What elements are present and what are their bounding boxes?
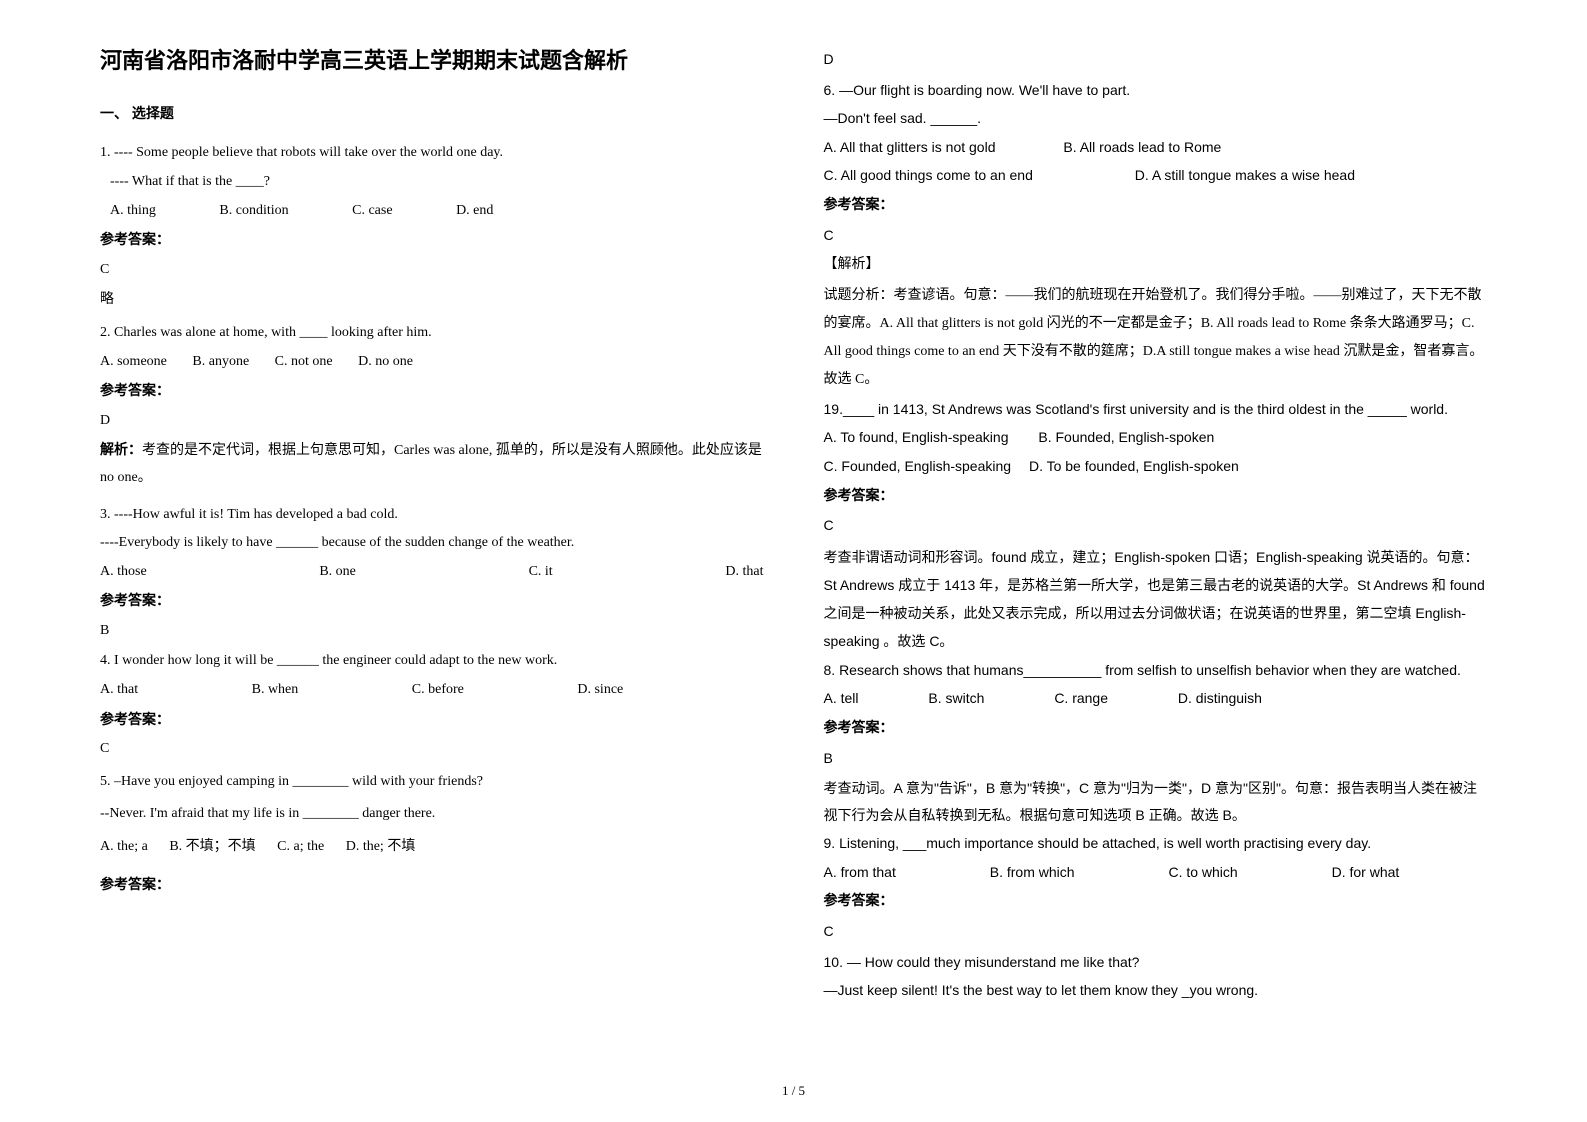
q1-line1: 1. ---- Some people believe that robots …: [100, 140, 764, 167]
q1-opt-d: D. end: [456, 198, 493, 225]
q9-opt-a: A. from that: [824, 859, 896, 886]
q1-answer: C: [100, 257, 764, 284]
two-column-layout: 河南省洛阳市洛耐中学高三英语上学期期末试题含解析 一、 选择题 1. ---- …: [0, 0, 1587, 1016]
q4-opt-a: A. that: [100, 677, 138, 704]
q8-opt-d: D. distinguish: [1178, 685, 1262, 712]
q6-line1: 6. —Our flight is boarding now. We'll ha…: [824, 77, 1488, 104]
q8-options: A. tell B. switch C. range D. distinguis…: [824, 685, 1488, 712]
q9-options: A. from that B. from which C. to which D…: [824, 859, 1488, 886]
q2-opt-a: A. someone: [100, 349, 167, 376]
q2-explain-prefix: 解析：: [100, 443, 142, 458]
q4-opt-d: D. since: [577, 677, 623, 704]
q6-options-row1: A. All that glitters is not gold B. All …: [824, 134, 1488, 161]
q9-answer: C: [824, 918, 1488, 945]
q10-line2: —Just keep silent! It's the best way to …: [824, 977, 1488, 1004]
q2-opt-d: D. no one: [358, 349, 413, 376]
q19-opt-b: B. Founded, English-spoken: [1038, 424, 1214, 451]
q1-opt-c: C. case: [352, 198, 392, 225]
q19-opt-c: C. Founded, English-speaking: [824, 453, 1012, 480]
q4-answer: C: [100, 736, 764, 763]
q6-opt-a: A. All that glitters is not gold: [824, 134, 996, 161]
q1-opt-b: B. condition: [219, 198, 288, 225]
q19-opt-d: D. To be founded, English-spoken: [1029, 453, 1239, 480]
q6-answer: C: [824, 222, 1488, 249]
q1-options: A. thing B. condition C. case D. end: [110, 198, 764, 225]
q2-explain-text: 考查的是不定代词，根据上句意思可知，Carles was alone, 孤单的，…: [100, 443, 762, 485]
q8-answer-label: 参考答案：: [824, 714, 1488, 741]
q5-opt-c: C. a; the: [277, 834, 324, 861]
q2-options: A. someone B. anyone C. not one D. no on…: [100, 349, 764, 376]
q19-analysis: 考查非谓语动词和形容词。found 成立，建立；English-spoken 口…: [824, 543, 1488, 655]
q3-line2: ----Everybody is likely to have ______ b…: [100, 530, 764, 557]
q3-options: A. those B. one C. it D. that: [100, 559, 764, 586]
q2-explain: 解析：考查的是不定代词，根据上句意思可知，Carles was alone, 孤…: [100, 438, 764, 491]
q4-answer-label: 参考答案：: [100, 706, 764, 733]
q6-line2: —Don't feel sad. ______.: [824, 105, 1488, 132]
q8-analysis: 考查动词。A 意为"告诉"，B 意为"转换"，C 意为"归为一类"，D 意为"区…: [824, 775, 1488, 828]
q2-line1: 2. Charles was alone at home, with ____ …: [100, 320, 764, 347]
q9-opt-b: B. from which: [990, 859, 1075, 886]
q19-line1: 19.____ in 1413, St Andrews was Scotland…: [824, 396, 1488, 423]
page-number: 1 / 5: [0, 1079, 1587, 1104]
q3-opt-a: A. those: [100, 559, 147, 586]
q2-answer: D: [100, 408, 764, 435]
q9-answer-label: 参考答案：: [824, 887, 1488, 914]
q5-opt-a: A. the; a: [100, 834, 148, 861]
q19-opt-a: A. To found, English-speaking: [824, 424, 1009, 451]
q19-options-row2: C. Founded, English-speaking D. To be fo…: [824, 453, 1488, 480]
q4-opt-b: B. when: [252, 677, 299, 704]
q3-opt-d: D. that: [725, 559, 763, 586]
q1-answer-label: 参考答案：: [100, 226, 764, 253]
left-column: 河南省洛阳市洛耐中学高三英语上学期期末试题含解析 一、 选择题 1. ---- …: [100, 40, 764, 1006]
q2-opt-c: C. not one: [275, 349, 333, 376]
q19-answer: C: [824, 512, 1488, 539]
q19-options-row1: A. To found, English-speaking B. Founded…: [824, 424, 1488, 451]
q3-opt-b: B. one: [319, 559, 356, 586]
q8-opt-a: A. tell: [824, 685, 859, 712]
document-title: 河南省洛阳市洛耐中学高三英语上学期期末试题含解析: [100, 40, 764, 82]
q1-opt-a: A. thing: [110, 198, 156, 225]
q6-answer-label: 参考答案：: [824, 191, 1488, 218]
q3-answer-label: 参考答案：: [100, 587, 764, 614]
q5-opt-d: D. the; 不填: [346, 834, 416, 861]
q8-opt-c: C. range: [1054, 685, 1108, 712]
q9-opt-c: C. to which: [1168, 859, 1237, 886]
q6-opt-b: B. All roads lead to Rome: [1063, 134, 1221, 161]
q6-options-row2: C. All good things come to an end D. A s…: [824, 162, 1488, 189]
q10-line1: 10. — How could they misunderstand me li…: [824, 949, 1488, 976]
q9-line1: 9. Listening, ___much importance should …: [824, 830, 1488, 857]
q4-opt-c: C. before: [412, 677, 464, 704]
q3-answer: B: [100, 618, 764, 645]
q8-opt-b: B. switch: [928, 685, 984, 712]
q19-answer-label: 参考答案：: [824, 482, 1488, 509]
q2-opt-b: B. anyone: [192, 349, 249, 376]
q6-opt-d: D. A still tongue makes a wise head: [1135, 162, 1355, 189]
q8-answer: B: [824, 745, 1488, 772]
q4-options: A. that B. when C. before D. since: [100, 677, 764, 704]
q3-line1: 3. ----How awful it is! Tim has develope…: [100, 502, 764, 529]
q6-explain-label: 【解析】: [824, 252, 1488, 279]
q8-line1: 8. Research shows that humans__________ …: [824, 657, 1488, 684]
exam-page: 河南省洛阳市洛耐中学高三英语上学期期末试题含解析 一、 选择题 1. ---- …: [0, 0, 1587, 1122]
q5-opt-b: B. 不填；不填: [169, 834, 255, 861]
q5-options: A. the; a B. 不填；不填 C. a; the D. the; 不填: [100, 834, 764, 861]
q5-line1: 5. –Have you enjoyed camping in ________…: [100, 769, 764, 796]
q2-answer-label: 参考答案：: [100, 377, 764, 404]
q3-opt-c: C. it: [529, 559, 553, 586]
q5-line2: --Never. I'm afraid that my life is in _…: [100, 801, 764, 828]
q5-answer-label: 参考答案：: [100, 871, 764, 898]
q9-opt-d: D. for what: [1332, 859, 1400, 886]
section-heading: 一、 选择题: [100, 100, 764, 127]
q6-analysis: 试题分析：考查谚语。句意：——我们的航班现在开始登机了。我们得分手啦。——别难过…: [824, 282, 1488, 394]
right-column: D 6. —Our flight is boarding now. We'll …: [824, 40, 1488, 1006]
q6-opt-c: C. All good things come to an end: [824, 162, 1033, 189]
q1-line2: ---- What if that is the ____?: [110, 169, 764, 196]
q5-answer: D: [824, 46, 1488, 73]
q1-extra: 略: [100, 287, 764, 314]
q4-line1: 4. I wonder how long it will be ______ t…: [100, 648, 764, 675]
